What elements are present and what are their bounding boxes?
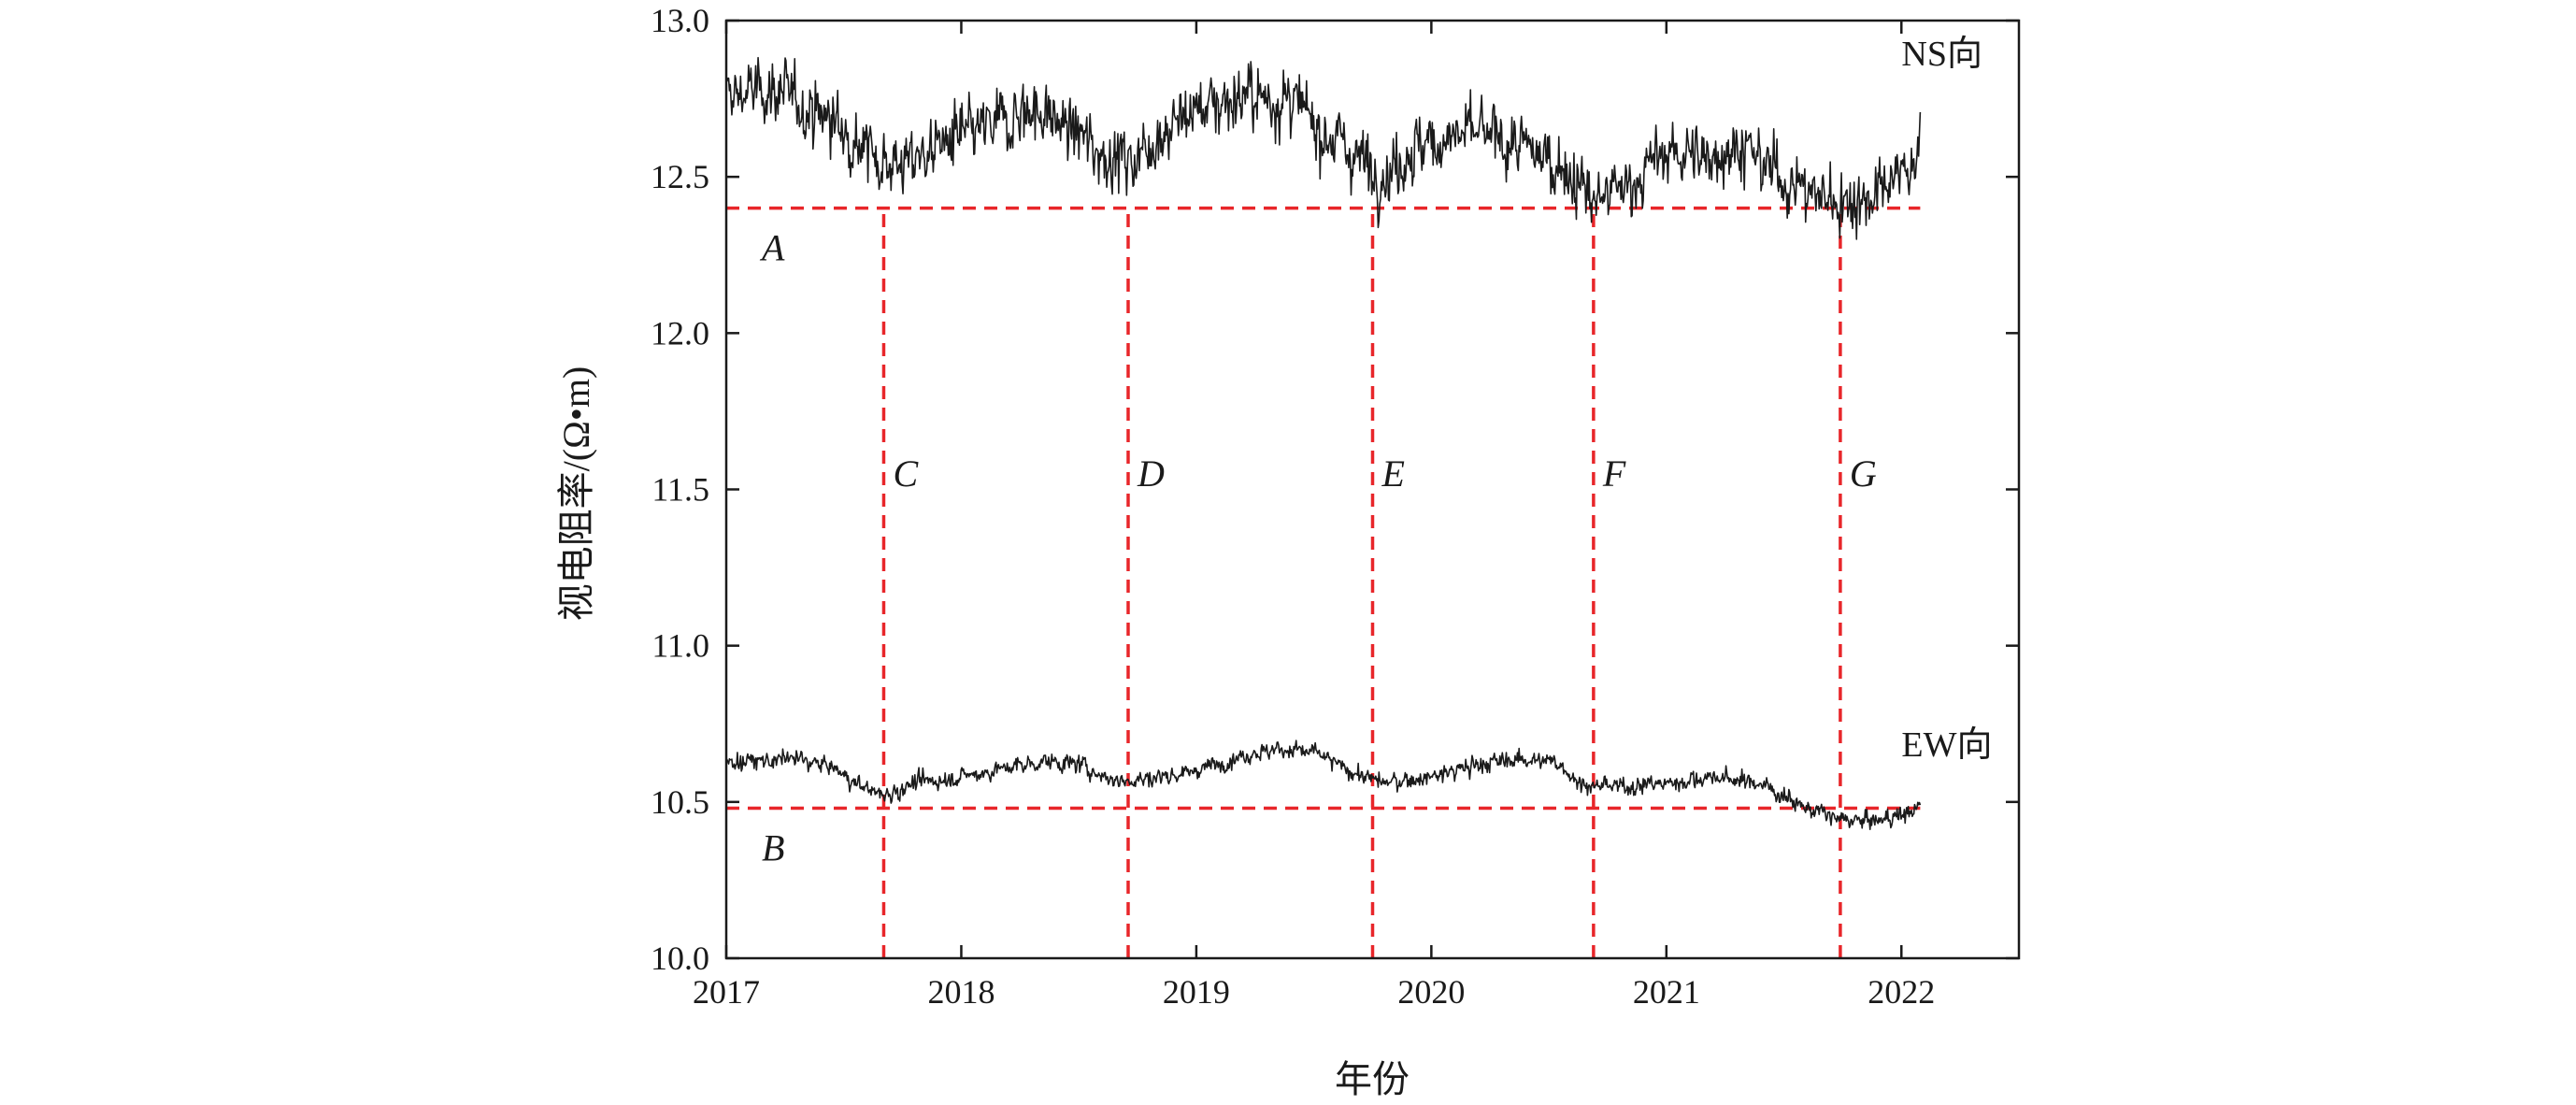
y-axis-title: 视电阻率/(Ω•m) (555, 366, 597, 622)
ref-label-C: C (893, 452, 919, 495)
x-tick-label-2017: 2017 (693, 973, 760, 1011)
y-tick-label-10.5: 10.5 (651, 783, 709, 821)
ref-label-B: B (762, 827, 784, 869)
x-tick-label-2018: 2018 (927, 973, 995, 1011)
series-line-ew (725, 739, 1922, 830)
series-label-ew: EW向 (1901, 725, 1992, 765)
series-line-ns (725, 56, 1922, 240)
ref-label-A: A (759, 227, 785, 269)
ref-label-G: G (1850, 452, 1877, 495)
labels-layer: 年份 视电阻率/(Ω•m) (555, 366, 1410, 1100)
y-tick-label-12.5: 12.5 (651, 158, 709, 195)
series-layer: NS向 EW向 (725, 35, 1992, 830)
y-tick-label-12: 12.0 (651, 314, 709, 352)
x-axis-title: 年份 (1335, 1058, 1410, 1100)
reference-lines-layer: A B C D E F G (726, 206, 1921, 958)
y-tick-label-11: 11.0 (651, 627, 709, 665)
y-tick-label-13: 13.0 (651, 2, 709, 39)
x-tick-label-2022: 2022 (1868, 973, 1935, 1011)
ref-label-E: E (1381, 452, 1405, 495)
ref-label-F: F (1602, 452, 1626, 495)
x-tick-label-2021: 2021 (1633, 973, 1700, 1011)
y-tick-label-10: 10.0 (651, 940, 709, 977)
y-tick-label-11.5: 11.5 (651, 471, 709, 509)
axes-layer: 2017 2018 2019 2020 2021 2022 10.0 10.5 11.0 11.5… (651, 2, 2021, 1011)
series-label-ns: NS向 (1901, 35, 1982, 74)
ref-label-D: D (1137, 452, 1165, 495)
x-tick-label-2019: 2019 (1163, 973, 1230, 1011)
x-tick-label-2020: 2020 (1397, 973, 1465, 1011)
